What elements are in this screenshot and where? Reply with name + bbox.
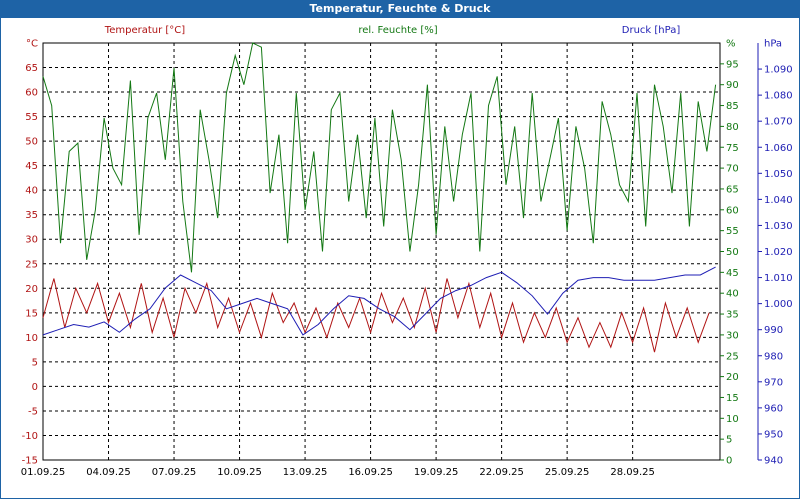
temperature-tick-label: 50: [25, 137, 38, 148]
humidity-tick-label: 30: [726, 330, 739, 341]
humidity-tick-label: 40: [726, 289, 739, 300]
pressure-tick-label: 990: [764, 325, 783, 336]
x-tick-label: 19.09.25: [414, 467, 459, 478]
x-tick-label: 16.09.25: [348, 467, 393, 478]
temperature-tick-label: 30: [25, 235, 38, 246]
pressure-tick-label: 940: [764, 456, 783, 467]
humidity-tick-label: 15: [726, 393, 739, 404]
pressure-tick-label: 1.040: [764, 195, 793, 206]
chart-canvas: -15-10-505101520253035404550556065°C01.0…: [21, 25, 793, 478]
humidity-tick-label: 10: [726, 414, 739, 425]
temperature-tick-label: -15: [22, 456, 38, 467]
pressure-tick-label: 950: [764, 429, 783, 440]
humidity-tick-label: 60: [726, 205, 739, 216]
temperature-tick-label: 0: [32, 382, 38, 393]
humidity-tick-label: 25: [726, 351, 739, 362]
pressure-tick-label: 1.020: [764, 247, 793, 258]
temperature-tick-label: 25: [25, 259, 38, 270]
pressure-tick-label: 1.010: [764, 273, 793, 284]
pressure-tick-label: 1.080: [764, 91, 793, 102]
humidity-tick-label: 90: [726, 80, 739, 91]
x-tick-label: 10.09.25: [217, 467, 262, 478]
temperature-tick-label: -5: [28, 406, 38, 417]
pressure-tick-label: 1.090: [764, 65, 793, 76]
legend-pressure: Druck [hPa]: [622, 25, 681, 36]
temperature-tick-label: 65: [25, 63, 38, 74]
temperature-unit-label: °C: [26, 39, 38, 50]
humidity-tick-label: 20: [726, 372, 739, 383]
series-line-pressure: [42, 266, 716, 336]
pressure-tick-label: 1.000: [764, 299, 793, 310]
temperature-tick-label: 15: [25, 308, 38, 319]
series-line-temperature: [42, 278, 710, 353]
temperature-tick-label: 35: [25, 210, 38, 221]
humidity-tick-label: 45: [726, 268, 739, 279]
pressure-tick-label: 980: [764, 351, 783, 362]
pressure-tick-label: 970: [764, 377, 783, 388]
x-tick-label: 13.09.25: [283, 467, 328, 478]
temperature-tick-label: 10: [25, 333, 38, 344]
x-tick-label: 01.09.25: [21, 467, 66, 478]
humidity-tick-label: 65: [726, 184, 739, 195]
humidity-unit-label: %: [726, 39, 736, 50]
temperature-tick-label: 40: [25, 186, 38, 197]
pressure-tick-label: 960: [764, 403, 783, 414]
plot-border: [42, 42, 721, 461]
temperature-tick-label: 5: [32, 357, 38, 368]
x-tick-label: 25.09.25: [545, 467, 590, 478]
temperature-tick-label: 20: [25, 284, 38, 295]
humidity-tick-label: 55: [726, 226, 739, 237]
pressure-tick-label: 1.060: [764, 143, 793, 154]
x-tick-label: 22.09.25: [479, 467, 524, 478]
humidity-tick-label: 75: [726, 143, 739, 154]
chart-frame: -15 -10 -5 0 5 10 15 20 25 30 35 40 45 50 55 60 65 °C 01.0…: [0, 18, 800, 499]
pressure-tick-label: 1.050: [764, 169, 793, 180]
x-tick-label: 28.09.25: [610, 467, 655, 478]
humidity-tick-label: 35: [726, 310, 739, 321]
humidity-tick-label: 95: [726, 59, 739, 70]
humidity-tick-label: 5: [726, 435, 732, 446]
humidity-tick-label: 50: [726, 247, 739, 258]
pressure-tick-label: 1.070: [764, 117, 793, 128]
temperature-tick-label: 55: [25, 112, 38, 123]
legend-humidity: rel. Feuchte [%]: [358, 25, 437, 36]
series-line-humidity: [42, 42, 717, 273]
humidity-tick-label: 80: [726, 122, 739, 133]
legend-temperature: Temperatur [°C]: [104, 25, 185, 36]
pressure-unit-label: hPa: [764, 39, 782, 50]
window-title: Temperatur, Feuchte & Druck: [0, 0, 800, 18]
x-tick-label: 04.09.25: [86, 467, 131, 478]
temperature-tick-label: 45: [25, 161, 38, 172]
humidity-tick-label: 0: [726, 456, 732, 467]
humidity-tick-label: 85: [726, 101, 739, 112]
temperature-tick-label: 60: [25, 88, 38, 99]
temperature-tick-label: -10: [22, 431, 38, 442]
humidity-tick-label: 70: [726, 164, 739, 175]
x-tick-label: 07.09.25: [152, 467, 197, 478]
pressure-tick-label: 1.030: [764, 221, 793, 232]
